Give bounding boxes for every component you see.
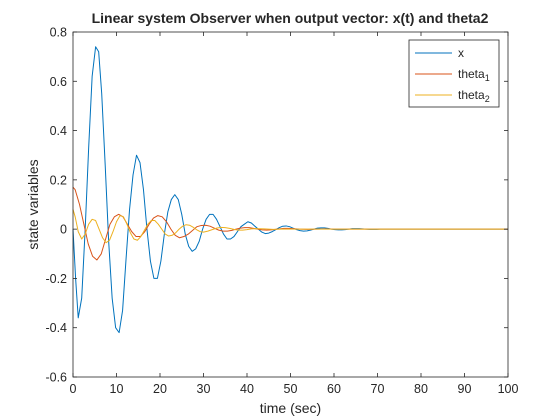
x-tick-label: 0 (70, 382, 77, 396)
y-tick-label: 0.6 (50, 75, 67, 89)
x-tick-label: 80 (414, 382, 428, 396)
x-tick-label: 40 (240, 382, 254, 396)
legend-label-x: x (458, 46, 464, 60)
legend-label-base: x (458, 46, 464, 60)
y-tick-label: 0 (60, 223, 67, 237)
legend-label-base: theta (458, 88, 485, 102)
y-axis-label: state variables (25, 159, 41, 249)
y-tick-label: -0.2 (45, 272, 67, 286)
y-tick-label: 0.2 (50, 173, 67, 187)
y-tick-label: -0.6 (45, 371, 67, 385)
legend-label-base: theta (458, 67, 485, 81)
y-tick-label: 0.4 (50, 124, 67, 138)
x-tick-label: 20 (153, 382, 167, 396)
x-tick-label: 70 (371, 382, 385, 396)
y-tick-label: -0.4 (45, 321, 67, 335)
x-tick-label: 10 (110, 382, 124, 396)
legend-label-subscript: 2 (485, 94, 490, 104)
chart-title: Linear system Observer when output vecto… (92, 10, 489, 26)
x-tick-label: 90 (458, 382, 472, 396)
x-tick-label: 60 (327, 382, 341, 396)
x-axis-label: time (sec) (260, 400, 321, 416)
y-tick-label: 0.8 (50, 26, 67, 40)
legend-label-subscript: 1 (485, 73, 490, 83)
x-tick-label: 100 (498, 382, 519, 396)
x-tick-label: 50 (284, 382, 298, 396)
x-tick-label: 30 (197, 382, 211, 396)
